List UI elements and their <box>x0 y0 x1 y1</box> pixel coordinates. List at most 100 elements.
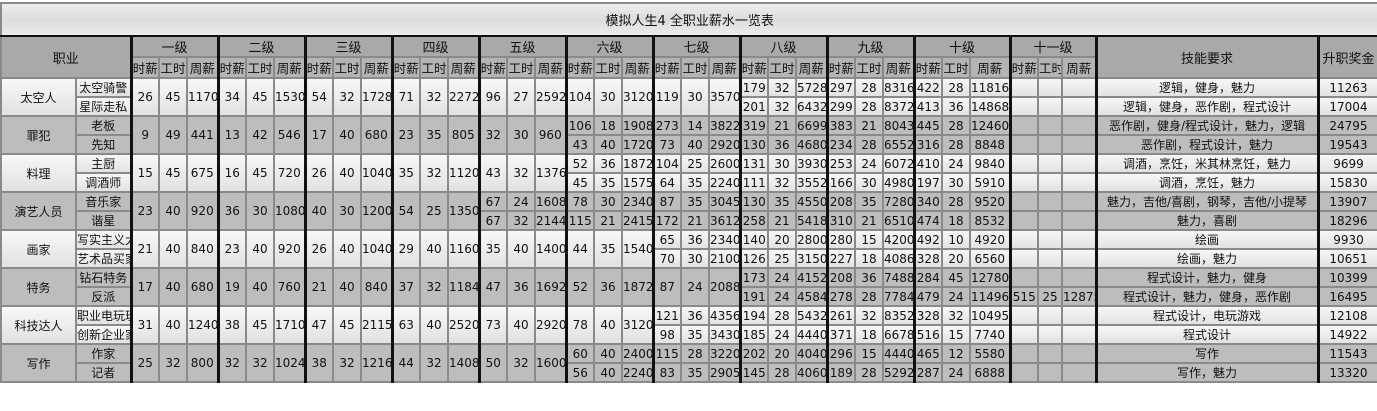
salary-hours: 40 <box>419 305 449 345</box>
career-name: 罪犯 <box>0 115 77 155</box>
table-row: 谐星 67 32 2144 115 21 2415 172 21 3612 258 21 5418 310… <box>1 210 1377 231</box>
salary-weekly <box>1061 248 1097 269</box>
salary-weekly: 8848 <box>969 134 1011 155</box>
salary-hours: 24 <box>854 153 884 174</box>
salary-hours: 18 <box>941 210 971 231</box>
salary-hours: 40 <box>506 229 536 269</box>
salary-weekly: 3220 <box>708 343 741 364</box>
header-hours: 工时 <box>158 56 188 79</box>
salary-weekly: 4920 <box>969 229 1011 250</box>
salary-hours: 32 <box>332 77 362 117</box>
salary-hours: 28 <box>854 362 884 383</box>
salary-hours <box>1037 229 1063 250</box>
salary-weekly: 546 <box>273 115 306 155</box>
salary-hourly: 140 <box>738 229 769 250</box>
salary-hourly: 17 <box>303 115 334 155</box>
salary-hourly: 44 <box>390 343 421 383</box>
salary-weekly: 1240 <box>186 305 219 345</box>
salary-hourly: 50 <box>477 343 508 383</box>
salary-weekly <box>1061 153 1097 174</box>
promotion-bonus: 15830 <box>1316 172 1377 193</box>
salary-hourly: 32 <box>477 115 508 155</box>
salary-hourly: 119 <box>651 77 682 117</box>
salary-weekly <box>1061 343 1097 364</box>
salary-hours: 35 <box>680 324 710 345</box>
salary-hours: 40 <box>419 229 449 269</box>
salary-hours: 35 <box>593 229 623 269</box>
salary-hours: 14 <box>680 115 710 136</box>
salary-weekly <box>1061 172 1097 193</box>
salary-hourly: 87 <box>651 267 682 307</box>
salary-hourly: 13 <box>216 115 247 155</box>
header-level: 二级 <box>216 35 306 58</box>
salary-hourly: 273 <box>651 115 682 136</box>
header-hours: 工时 <box>506 56 536 79</box>
table-row: 调酒师 45 35 1575 64 35 2240 111 32 3552 166 30 4980 197… <box>1 172 1377 193</box>
salary-weekly: 805 <box>447 115 480 155</box>
salary-hours: 15 <box>854 229 884 250</box>
salary-hours: 40 <box>158 267 188 307</box>
salary-weekly: 2920 <box>708 134 741 155</box>
salary-weekly: 5728 <box>795 77 828 98</box>
salary-hours: 30 <box>593 77 623 117</box>
salary-weekly: 7280 <box>882 191 915 212</box>
salary-hourly: 106 <box>564 115 595 136</box>
salary-weekly: 8352 <box>882 305 915 326</box>
salary-hours: 36 <box>854 267 884 288</box>
salary-hourly: 121 <box>651 305 682 326</box>
salary-weekly: 11816 <box>969 77 1011 98</box>
salary-hours: 28 <box>767 362 797 383</box>
salary-hourly: 64 <box>651 172 682 193</box>
salary-hours <box>1037 324 1063 345</box>
promotion-bonus: 17004 <box>1316 96 1377 117</box>
salary-weekly <box>1061 324 1097 345</box>
salary-weekly: 3612 <box>708 210 741 231</box>
salary-weekly: 1728 <box>360 77 393 117</box>
salary-hours: 35 <box>419 115 449 155</box>
salary-weekly: 1024 <box>273 343 306 383</box>
salary-hourly: 21 <box>129 229 160 269</box>
salary-hourly <box>1008 172 1039 193</box>
salary-hourly: 29 <box>390 229 421 269</box>
salary-hourly <box>1008 362 1039 383</box>
salary-weekly: 2920 <box>534 305 567 345</box>
salary-hours: 21 <box>767 115 797 136</box>
salary-hourly <box>1008 96 1039 117</box>
job-name: 职业电玩玩家 <box>75 305 132 326</box>
salary-hours: 30 <box>332 191 362 231</box>
skill-requirement: 魅力，吉他/喜剧，钢琴，吉他/小提琴 <box>1094 191 1319 212</box>
salary-hours: 28 <box>941 134 971 155</box>
salary-weekly <box>1061 229 1097 250</box>
job-name: 写实主义大师 <box>75 229 132 250</box>
salary-weekly: 12780 <box>969 267 1011 288</box>
table-row: 写作 作家 25 32 800 32 32 1024 38 32 1216 44 32 1408 50 32 1… <box>0 343 1377 383</box>
salary-weekly: 1720 <box>621 134 654 155</box>
salary-hourly: 38 <box>216 305 247 345</box>
salary-hourly: 37 <box>390 267 421 307</box>
salary-hourly: 130 <box>738 191 769 212</box>
salary-hours: 21 <box>593 210 623 231</box>
salary-weekly: 2144 <box>534 210 567 231</box>
header-hourly: 时薪 <box>477 56 508 79</box>
skill-requirement: 魅力，喜剧 <box>1094 210 1319 231</box>
salary-hourly: 34 <box>216 77 247 117</box>
salary-weekly: 12875 <box>1061 286 1097 307</box>
salary-hourly <box>1008 324 1039 345</box>
salary-weekly: 1170 <box>186 77 219 117</box>
salary-hourly: 43 <box>477 153 508 193</box>
salary-hourly: 515 <box>1008 286 1039 307</box>
salary-hourly: 87 <box>651 191 682 212</box>
salary-weekly: 3552 <box>795 172 828 193</box>
salary-hourly: 67 <box>477 210 508 231</box>
salary-hourly: 44 <box>564 229 595 269</box>
salary-weekly: 2415 <box>621 210 654 231</box>
header-bonus: 升职奖金 <box>1316 35 1377 79</box>
salary-hours: 28 <box>941 115 971 136</box>
salary-hourly: 19 <box>216 267 247 307</box>
salary-hours: 20 <box>941 248 971 269</box>
salary-hours: 30 <box>941 172 971 193</box>
salary-hours: 49 <box>158 115 188 155</box>
job-name: 主厨 <box>75 153 132 174</box>
salary-hours: 28 <box>854 134 884 155</box>
salary-hourly: 197 <box>912 172 943 193</box>
